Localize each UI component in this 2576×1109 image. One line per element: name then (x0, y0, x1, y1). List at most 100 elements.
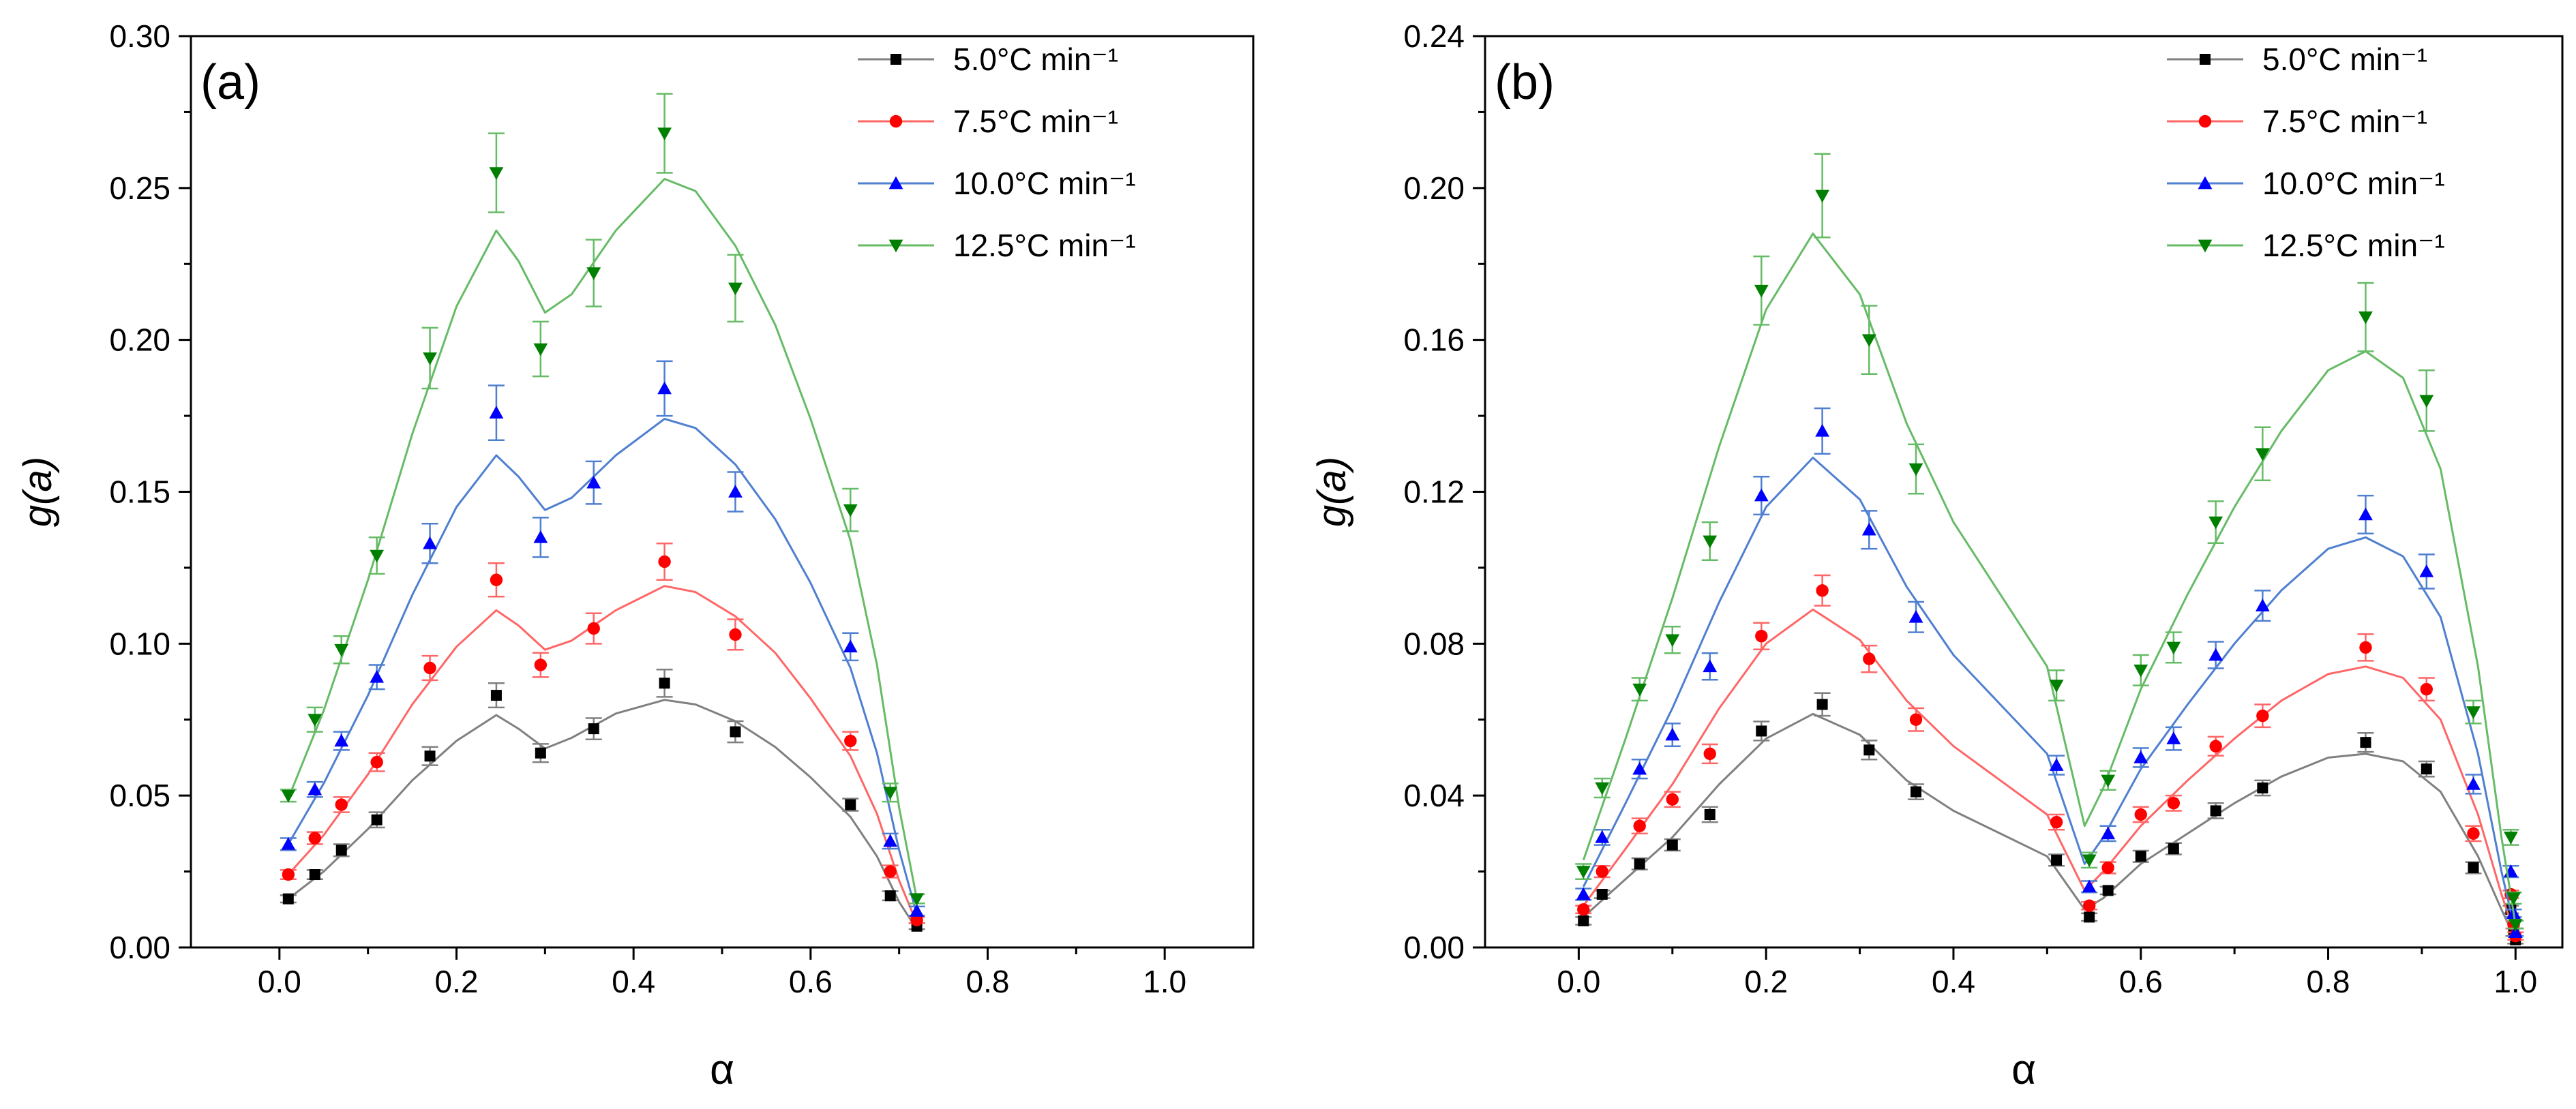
legend-marker (889, 115, 903, 128)
legend-marker (890, 54, 901, 65)
data-point (1595, 782, 1610, 795)
x-tick-label: 0.6 (789, 964, 833, 999)
data-point (2255, 598, 2270, 611)
series-fit-line (287, 585, 918, 924)
data-point (1816, 699, 1828, 710)
x-tick-label: 0.8 (2307, 964, 2350, 999)
data-point (845, 799, 856, 810)
series-4 (1575, 153, 2524, 932)
data-point (658, 555, 671, 568)
data-point (2358, 311, 2373, 324)
data-point (1703, 535, 1718, 549)
data-point (281, 789, 296, 803)
data-point (2167, 797, 2181, 810)
data-point (588, 723, 599, 735)
data-point (423, 352, 437, 365)
data-point (370, 549, 385, 563)
data-point (2084, 911, 2095, 923)
legend-label: 7.5°C min⁻¹ (953, 104, 1118, 139)
data-point (282, 893, 294, 905)
legend-item: 7.5°C min⁻¹ (858, 104, 1118, 139)
data-point (2101, 826, 2116, 840)
data-point (2168, 843, 2179, 855)
data-point (843, 639, 858, 653)
legend-item: 10.0°C min⁻¹ (2167, 166, 2445, 201)
data-point (1665, 727, 1680, 741)
data-point (910, 893, 925, 907)
data-point (423, 661, 436, 675)
data-point (728, 282, 743, 296)
data-point (1633, 819, 1646, 832)
chart-panel-1: 0.0 0.2 0.4 0.6 0.8 1.0 0.00 0.05 0.10 0.15 0.20 0.… (16, 18, 1255, 1093)
data-point (1596, 865, 1608, 878)
legend-label: 5.0°C min⁻¹ (953, 42, 1118, 77)
data-point (1665, 634, 1680, 648)
data-point (910, 904, 925, 917)
legend: 5.0°C min⁻¹ 7.5°C min⁻¹ 10.0°C min⁻¹ 12.5°C… (858, 42, 1136, 263)
data-point (1861, 334, 1876, 348)
data-point (423, 536, 437, 549)
y-tick-label: 0.00 (1403, 930, 1465, 965)
data-point (884, 890, 896, 902)
chart-panel-2: 0.0 0.2 0.4 0.6 0.8 1.0 0.00 0.04 0.08 0.12 0.16 0.… (1310, 18, 2564, 1093)
data-point (281, 837, 296, 850)
data-point (533, 343, 548, 356)
data-point (371, 814, 383, 825)
data-point (2050, 815, 2063, 829)
data-point (910, 913, 923, 927)
data-point (1577, 903, 1590, 916)
x-tick-label: 0.2 (435, 964, 479, 999)
data-point (1596, 889, 1608, 900)
y-tick-label: 0.25 (109, 170, 170, 206)
data-point (534, 658, 548, 671)
legend-label: 12.5°C min⁻¹ (953, 228, 1136, 263)
y-tick-label: 0.30 (109, 18, 170, 54)
series-4 (280, 93, 925, 907)
data-point (1815, 423, 1830, 437)
legend-item: 12.5°C min⁻¹ (858, 228, 1136, 263)
data-point (2210, 805, 2221, 817)
data-point (308, 714, 323, 727)
legend-item: 12.5°C min⁻¹ (2167, 228, 2445, 263)
y-tick-label: 0.05 (109, 778, 170, 813)
series-2 (280, 543, 925, 927)
data-point (2468, 862, 2479, 874)
data-point (659, 678, 670, 689)
data-point (2082, 854, 2097, 868)
legend-label: 7.5°C min⁻¹ (2262, 104, 2427, 139)
data-point (1908, 609, 1923, 623)
data-point (370, 669, 385, 683)
series-1 (280, 668, 925, 932)
legend-marker (2198, 239, 2213, 253)
data-point (2208, 648, 2223, 661)
data-point (2133, 750, 2148, 763)
legend-item: 5.0°C min⁻¹ (858, 42, 1118, 77)
data-point (2466, 777, 2481, 790)
y-tick-label: 0.00 (109, 930, 170, 965)
series-3 (280, 360, 925, 917)
data-point (1754, 284, 1769, 298)
data-point (2133, 665, 2148, 678)
legend-marker (888, 176, 903, 189)
data-point (1595, 830, 1610, 843)
data-point (334, 733, 349, 747)
series-3 (1575, 407, 2524, 939)
data-point (1576, 887, 1591, 900)
legend-marker (2198, 176, 2213, 189)
data-point (2508, 919, 2523, 932)
data-point (308, 832, 321, 845)
y-tick-label: 0.08 (1403, 626, 1465, 661)
data-point (2134, 808, 2147, 821)
series-fit-line (1583, 608, 2517, 937)
data-point (657, 127, 672, 141)
data-point (1666, 839, 1678, 851)
data-point (2359, 641, 2372, 654)
data-point (1756, 725, 1767, 737)
y-tick-label: 0.20 (109, 322, 170, 358)
data-point (1703, 659, 1718, 673)
data-point (2255, 448, 2270, 461)
data-point (2419, 395, 2434, 408)
x-tick-label: 0.6 (2119, 964, 2163, 999)
data-point (370, 755, 383, 769)
data-point (2051, 854, 2063, 866)
